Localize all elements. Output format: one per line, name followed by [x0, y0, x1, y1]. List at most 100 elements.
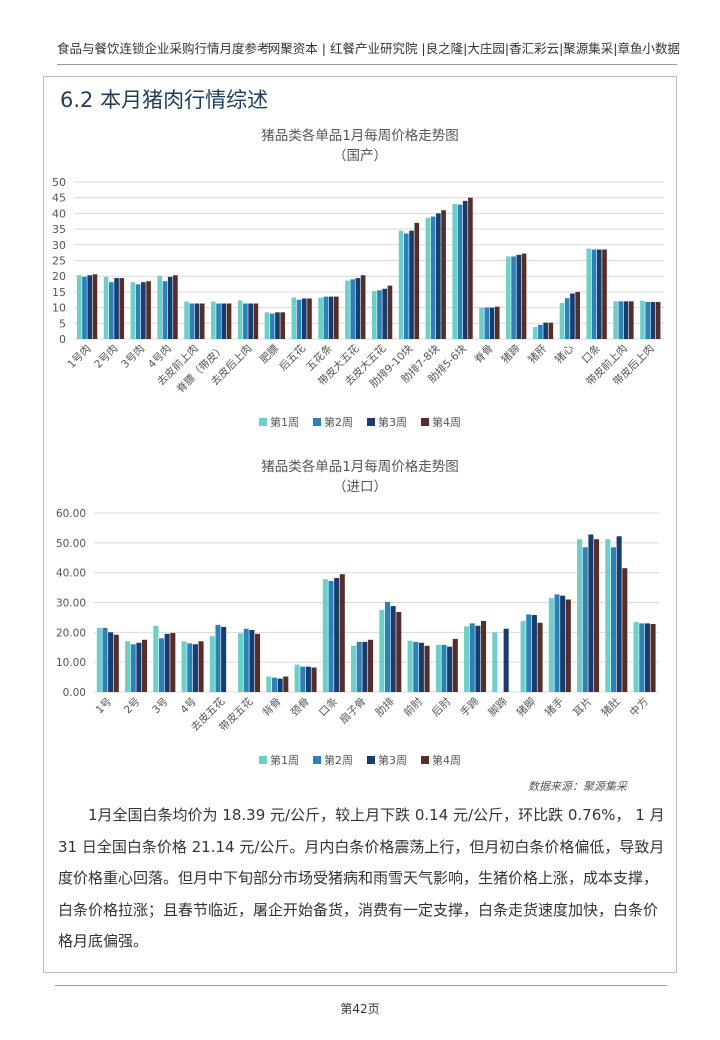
bar	[334, 296, 339, 339]
x-category-label: 肥膘	[258, 342, 282, 366]
y-tick-label: 30	[52, 239, 66, 252]
bar	[481, 620, 487, 692]
y-tick-label: 50.00	[56, 538, 86, 550]
bar	[414, 222, 420, 339]
bar	[136, 642, 142, 692]
bar	[82, 276, 87, 339]
chart-title: 猪品类各单品1月每周价格走势图	[261, 128, 459, 144]
x-category-label: 猪脚	[514, 695, 538, 719]
domestic-price-chart: 猪品类各单品1月每周价格走势图 （国产） 0 5 10 15 20 25 30 35 40 45 5…	[44, 124, 676, 434]
bar	[441, 210, 446, 339]
bar	[249, 629, 255, 692]
imported-price-chart: 猪品类各单品1月每周价格走势图 （进口） 0.00 10.00 20.00 30.00…	[44, 455, 676, 775]
bar	[87, 275, 93, 339]
x-category-label: 颈骨	[289, 696, 312, 719]
bar	[108, 632, 114, 692]
chart-subtitle: （国产）	[333, 148, 387, 164]
bar	[301, 298, 307, 339]
bar	[403, 233, 409, 339]
bar	[243, 628, 249, 692]
legend-swatch	[421, 756, 429, 764]
bar	[296, 299, 302, 339]
x-category-label: 扇子骨	[337, 695, 368, 726]
bar	[339, 574, 345, 692]
bar	[141, 282, 146, 339]
y-tick-label: 20	[52, 270, 66, 283]
header-left-title: 食品与餐饮连锁企业采购行情月度参考	[57, 41, 270, 56]
x-category-label: 口条	[316, 695, 340, 719]
bar	[531, 615, 537, 692]
legend-item: 第4周	[421, 416, 461, 429]
x-category-label: 猪手	[542, 695, 566, 719]
bar	[221, 303, 227, 339]
footer-divider	[55, 985, 667, 986]
content-frame	[43, 76, 677, 973]
bar	[350, 279, 355, 339]
bar	[351, 645, 357, 692]
bar	[253, 303, 259, 339]
bar	[475, 625, 481, 692]
bar	[153, 625, 159, 692]
x-category-label: 猪心	[553, 342, 577, 366]
bar	[328, 581, 334, 692]
bar	[283, 676, 289, 692]
bar	[221, 626, 227, 692]
legend-label: 第2周	[324, 416, 353, 429]
legend-swatch	[259, 756, 267, 764]
bar	[548, 598, 554, 692]
bar	[379, 609, 385, 692]
x-category-label: 4号	[178, 696, 199, 717]
bar	[492, 632, 498, 692]
bar	[435, 644, 441, 692]
bar	[582, 547, 588, 692]
bar	[441, 644, 447, 692]
x-category-label: 口条	[579, 342, 603, 366]
legend-swatch	[259, 418, 267, 426]
y-tick-label: 60.00	[56, 508, 86, 520]
bar	[215, 624, 221, 692]
bar	[586, 248, 592, 339]
bar	[199, 303, 205, 339]
legend-item: 第3周	[367, 754, 407, 767]
bar	[418, 642, 424, 692]
data-source-note: 数据来源：聚源集采	[528, 780, 627, 793]
legend-item: 第1周	[259, 416, 299, 429]
bar	[162, 281, 168, 339]
bar	[577, 539, 583, 692]
bar	[158, 638, 165, 692]
y-tick-label: 20.00	[56, 627, 86, 639]
y-tick-label: 5	[59, 317, 66, 330]
x-category-label: 后肘	[429, 695, 453, 719]
chart-plot: 0.00 10.00 20.00 30.00 40.00 50.00 60.00 1号 2号 3号…	[56, 508, 659, 734]
header-divider	[57, 64, 677, 65]
y-tick-label: 30.00	[56, 598, 86, 610]
bar	[311, 667, 317, 692]
bar	[452, 638, 458, 692]
bar	[521, 253, 527, 339]
y-tick-label: 50	[52, 176, 66, 189]
bar	[430, 216, 436, 339]
bar	[248, 303, 253, 339]
bar	[189, 303, 195, 339]
bar	[318, 297, 323, 339]
bar	[447, 646, 453, 692]
bar	[384, 601, 391, 692]
bar	[114, 278, 119, 339]
x-category-label: 肋排	[373, 695, 397, 719]
bar	[323, 296, 329, 339]
bar	[489, 307, 495, 339]
bar	[334, 578, 340, 692]
bar	[575, 291, 580, 339]
x-category-label: 耳片	[570, 695, 594, 719]
bar	[413, 641, 419, 692]
x-category-label: 猪蹄	[499, 342, 523, 366]
bar	[645, 301, 650, 339]
x-category-label: 手蹄	[457, 695, 481, 719]
bar	[130, 282, 136, 339]
legend-swatch	[367, 418, 375, 426]
bar	[494, 306, 500, 339]
bar	[216, 303, 221, 339]
y-tick-label: 35	[52, 223, 66, 236]
bar	[644, 623, 650, 692]
bar	[396, 612, 402, 692]
